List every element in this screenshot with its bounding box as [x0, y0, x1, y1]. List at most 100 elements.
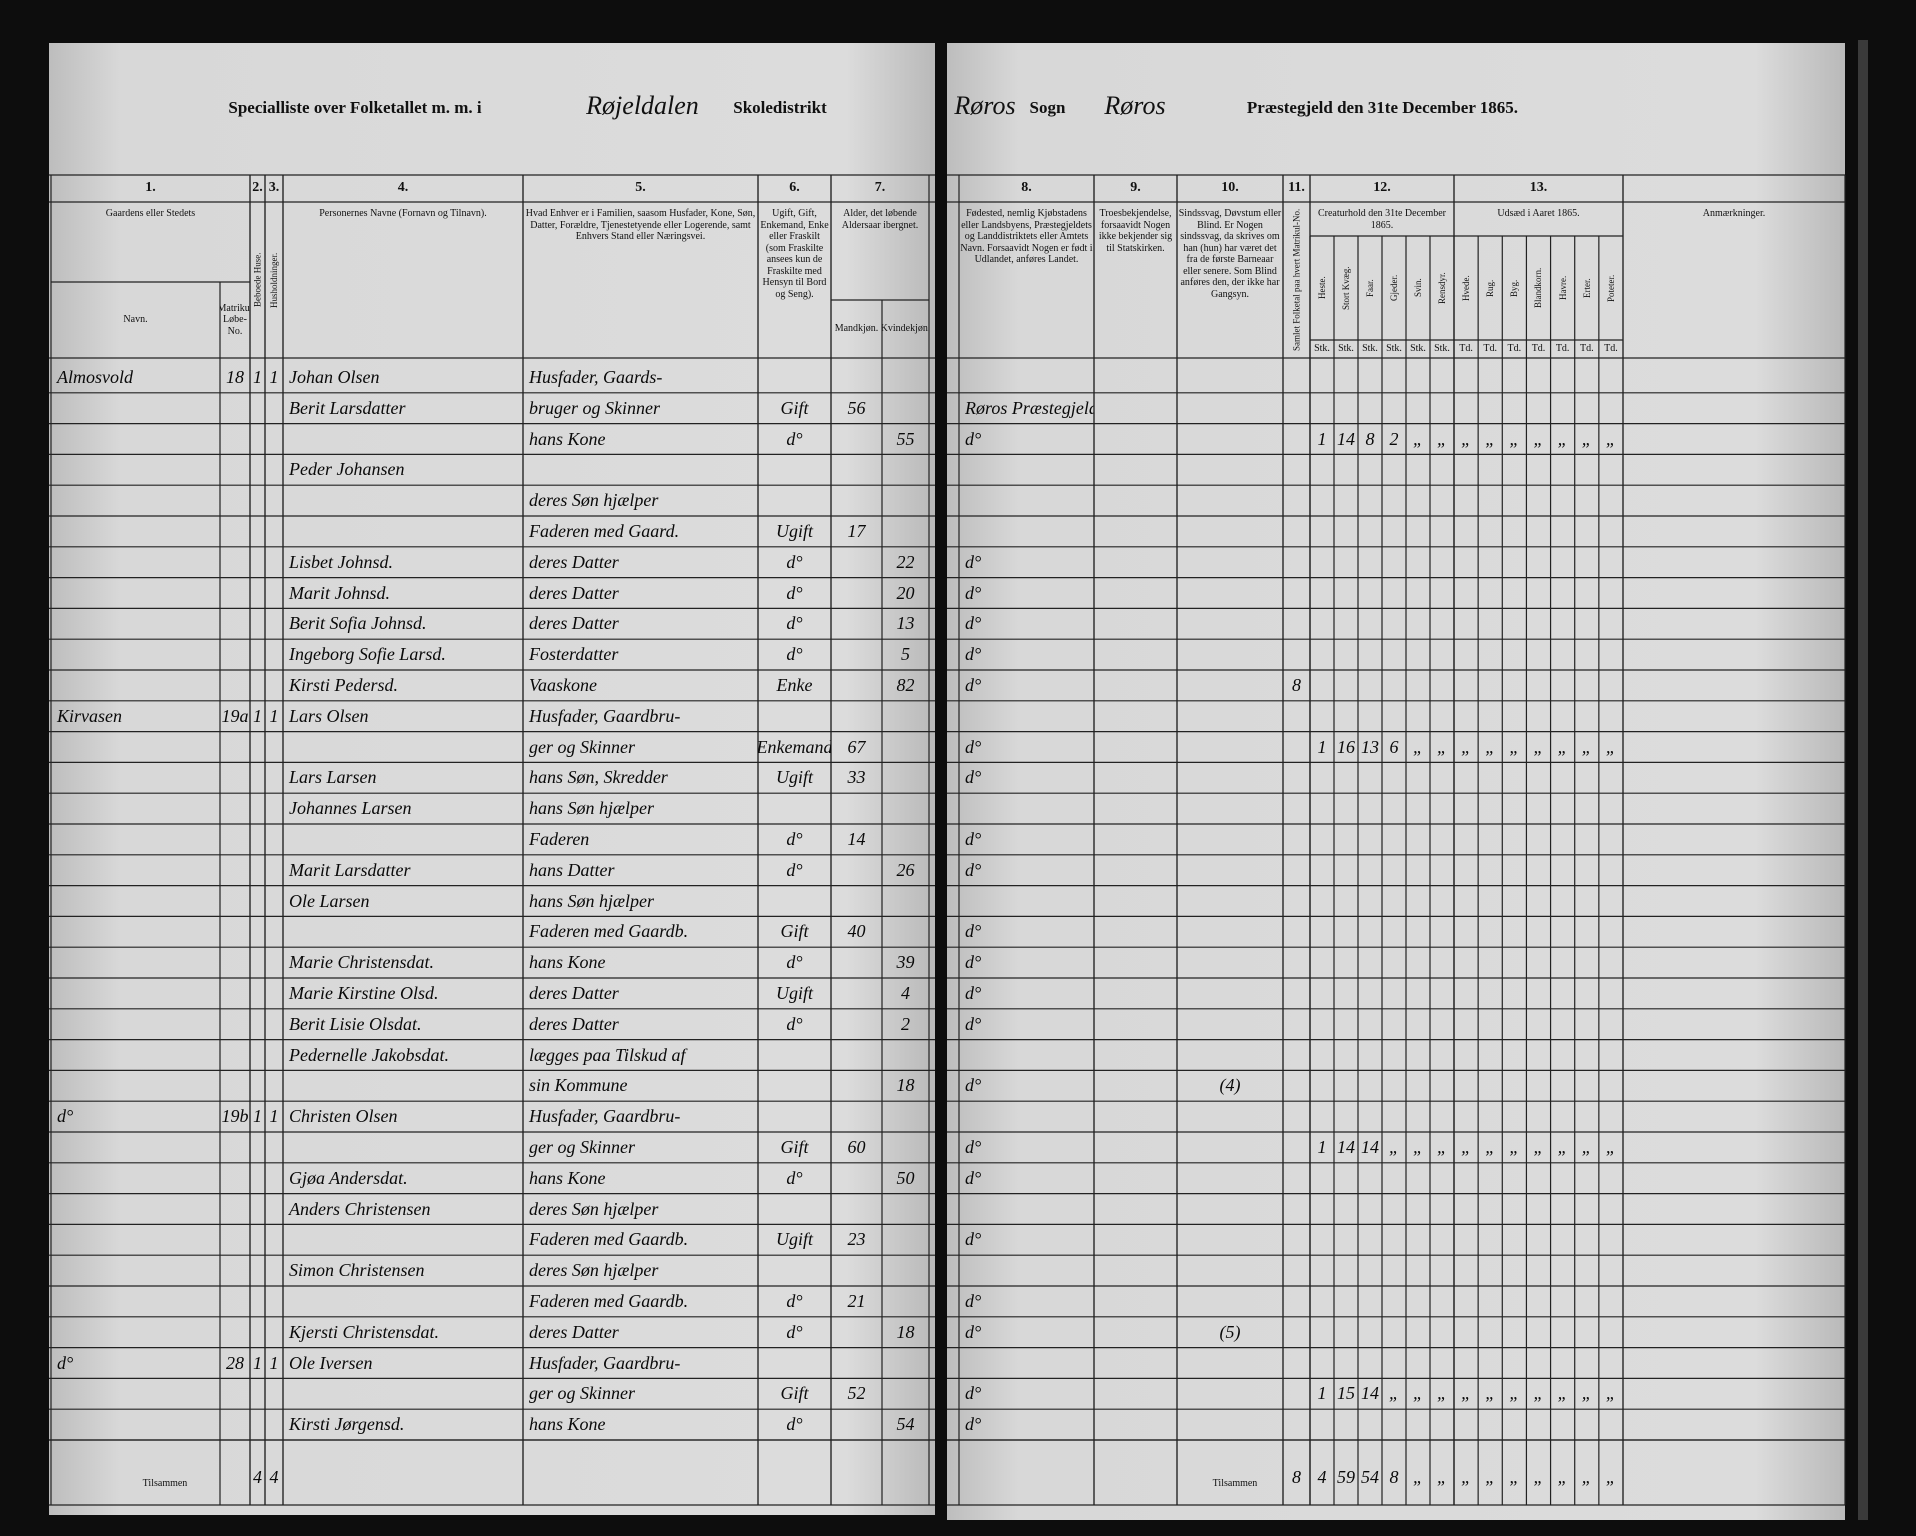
total-seed: „ — [1533, 1467, 1544, 1488]
cell-hh: 1 — [269, 1106, 279, 1127]
column-unit: Td. — [1579, 343, 1594, 355]
column-number: 7. — [874, 180, 886, 196]
cell-role: hans Datter — [529, 859, 615, 880]
cell-seed: „ — [1581, 1383, 1592, 1404]
column-number: 2. — [252, 180, 263, 196]
cell-name: Marit Johnsd. — [289, 582, 390, 603]
column-header: Personernes Navne (Fornavn og Tilnavn). — [319, 208, 487, 219]
cell-seed: „ — [1509, 1137, 1520, 1158]
column-unit: Td. — [1507, 343, 1522, 355]
cell-name: Berit Lisie Olsdat. — [289, 1013, 422, 1034]
cell-name: Lars Larsen — [289, 767, 377, 788]
cell-seed: „ — [1557, 428, 1568, 449]
total-stock: 4 — [1317, 1467, 1327, 1488]
column-header: Udsæd i Aaret 1865. — [1497, 208, 1580, 219]
cell-born: d° — [965, 675, 982, 696]
cell-stock: 16 — [1337, 736, 1355, 757]
cell-born: Røros Præstegjeld — [965, 397, 1094, 418]
title-place: Røros — [1104, 91, 1166, 121]
cell-role: deres Søn hjælper — [529, 1198, 659, 1219]
column-header: Sindssvag, Døvstum eller Blind. Er Nogen… — [1178, 208, 1282, 300]
cell-role: Husfader, Gaardbru- — [529, 705, 681, 726]
total-stock: 59 — [1337, 1467, 1355, 1488]
column-subheader: Stort Kvæg. — [1340, 266, 1351, 310]
cell-stock: 14 — [1361, 1137, 1379, 1158]
cell-name: Peder Johansen — [289, 459, 405, 480]
cell-stock: 6 — [1389, 736, 1399, 757]
cell-name: Berit Larsdatter — [289, 397, 406, 418]
column-header: Husholdninger. — [268, 252, 279, 308]
cell-seed: „ — [1605, 1137, 1616, 1158]
column-header: Ugift, Gift, Enkemand, Enke eller Fraski… — [760, 208, 829, 300]
total-c11: 8 — [1292, 1467, 1301, 1488]
column-subheader: Rug. — [1485, 279, 1496, 297]
cell-name: Christen Olsen — [289, 1106, 398, 1127]
cell-stock: 14 — [1337, 428, 1355, 449]
cell-seed: „ — [1557, 1137, 1568, 1158]
title-sogn: Sogn — [1029, 98, 1066, 118]
cell-civil: d° — [786, 829, 803, 850]
column-unit: Stk. — [1410, 343, 1426, 355]
column-subheader: Kvindekjøn. — [882, 323, 929, 335]
cell-name: Ole Iversen — [289, 1352, 373, 1373]
column-number: 5. — [635, 180, 646, 196]
cell-matr: 19b — [221, 1106, 249, 1127]
cell-civil: Enke — [776, 675, 813, 696]
column-header: Beboede Huse. — [252, 252, 263, 308]
cell-role: hans Søn, Skredder — [529, 767, 668, 788]
cell-born: d° — [965, 1229, 982, 1250]
cell-stock: „ — [1412, 736, 1423, 757]
cell-f: 18 — [896, 1321, 915, 1342]
right-page — [947, 43, 1845, 1520]
cell-seed: „ — [1485, 1383, 1496, 1404]
cell-name: Kirsti Pedersd. — [289, 675, 399, 696]
total-stock: 54 — [1361, 1467, 1379, 1488]
cell-m: 67 — [847, 736, 866, 757]
cell-name: Lars Olsen — [289, 705, 369, 726]
cell-civil: Gift — [780, 397, 809, 418]
column-unit: Stk. — [1362, 343, 1378, 355]
cell-stock: „ — [1436, 736, 1447, 757]
cell-born: d° — [965, 1075, 982, 1096]
cell-seed: „ — [1509, 736, 1520, 757]
cell-civil: Gift — [780, 1383, 809, 1404]
column-header: Creaturhold den 31te December 1865. — [1317, 208, 1446, 231]
total-seed: „ — [1509, 1467, 1520, 1488]
cell-civil: d° — [786, 428, 803, 449]
cell-seed: „ — [1461, 1383, 1472, 1404]
cell-seed: „ — [1461, 736, 1472, 757]
footer-label: Tilsammen — [142, 1478, 188, 1490]
cell-born: d° — [965, 1137, 982, 1158]
column-subheader: Rensdyr. — [1436, 272, 1447, 304]
cell-stock: 8 — [1365, 428, 1375, 449]
column-subheader: Heste. — [1316, 276, 1327, 300]
cell-m: 14 — [847, 829, 866, 850]
column-number: 1. — [145, 180, 156, 196]
cell-stock: 15 — [1337, 1383, 1355, 1404]
cell-c10: (5) — [1219, 1321, 1241, 1342]
column-number: 10. — [1221, 180, 1239, 196]
cell-m: 23 — [847, 1229, 866, 1250]
column-header: Alder, det løbende Aldersaar ibergnet. — [841, 208, 919, 231]
cell-role: deres Søn hjælper — [529, 1260, 659, 1281]
cell-seed: „ — [1485, 1137, 1496, 1158]
cell-name: Johannes Larsen — [289, 798, 412, 819]
column-subheader: Blandkorn. — [1533, 267, 1544, 309]
cell-role: deres Datter — [529, 613, 619, 634]
cell-born: d° — [965, 1321, 982, 1342]
cell-born: d° — [965, 1383, 982, 1404]
cell-civil: d° — [786, 1167, 803, 1188]
column-subheader: Svin. — [1412, 278, 1423, 298]
cell-born: d° — [965, 983, 982, 1004]
cell-born: d° — [965, 921, 982, 942]
column-unit: Stk. — [1386, 343, 1402, 355]
column-subheader: Matrikul Løbe-No. — [220, 302, 250, 337]
cell-born: d° — [965, 613, 982, 634]
total-hh: 4 — [269, 1467, 279, 1488]
cell-seed: „ — [1533, 428, 1544, 449]
column-header: Samlet Folketal paa hvert Matrikul-No. — [1291, 208, 1302, 352]
cell-name: Johan Olsen — [289, 367, 380, 388]
cell-matr: 18 — [226, 367, 244, 388]
cell-seed: „ — [1557, 736, 1568, 757]
